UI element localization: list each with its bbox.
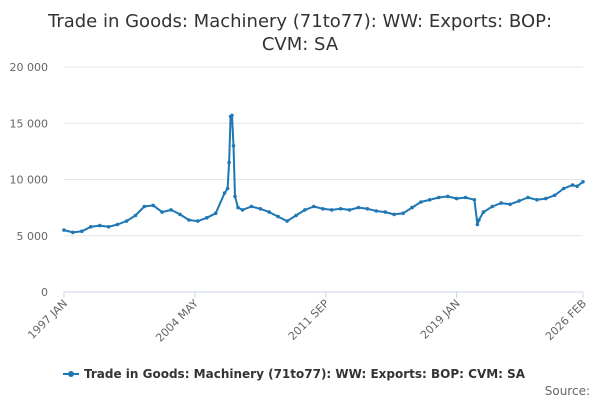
data-point[interactable] bbox=[570, 183, 575, 187]
data-point[interactable] bbox=[222, 191, 227, 195]
y-gridlines bbox=[64, 66, 583, 293]
data-point[interactable] bbox=[71, 230, 75, 235]
data-point[interactable] bbox=[321, 207, 325, 211]
data-point[interactable] bbox=[445, 194, 450, 199]
x-tick-labels: 1997 JAN 2004 MAY 2011 SEP 2019 JAN 2026 FEB bbox=[25, 292, 589, 345]
x-tick-label: 2004 MAY bbox=[153, 297, 201, 345]
data-point[interactable] bbox=[213, 211, 218, 216]
data-point[interactable] bbox=[124, 219, 129, 223]
data-point[interactable] bbox=[133, 213, 138, 218]
data-point[interactable] bbox=[267, 210, 272, 214]
chart-title-line-1: Trade in Goods: Machinery (71to77): WW: … bbox=[47, 11, 552, 32]
data-point[interactable] bbox=[517, 199, 521, 203]
x-tick-label: 2011 SEP bbox=[286, 297, 332, 343]
data-point[interactable] bbox=[80, 229, 84, 234]
y-tick-label: 10 000 bbox=[10, 174, 49, 187]
data-point[interactable] bbox=[115, 222, 120, 227]
data-point[interactable] bbox=[187, 218, 191, 222]
data-point[interactable] bbox=[475, 222, 480, 227]
data-point[interactable] bbox=[552, 193, 557, 198]
y-tick-label: 20 000 bbox=[10, 61, 49, 74]
data-point[interactable] bbox=[508, 202, 512, 207]
data-point[interactable] bbox=[97, 223, 102, 228]
data-point[interactable] bbox=[303, 208, 307, 212]
data-point[interactable] bbox=[401, 211, 405, 216]
data-point[interactable] bbox=[419, 200, 423, 204]
data-point[interactable] bbox=[472, 198, 477, 202]
legend[interactable]: Trade in Goods: Machinery (71to77): WW: … bbox=[63, 367, 526, 381]
data-point[interactable] bbox=[490, 204, 495, 209]
x-tick-label: 2019 JAN bbox=[418, 297, 463, 342]
data-point[interactable] bbox=[575, 184, 579, 189]
data-point[interactable] bbox=[178, 212, 182, 217]
data-point[interactable] bbox=[499, 201, 504, 205]
data-point[interactable] bbox=[392, 212, 396, 217]
data-point[interactable] bbox=[312, 204, 316, 209]
data-point[interactable] bbox=[477, 218, 481, 222]
series-layer bbox=[62, 113, 585, 235]
data-point[interactable] bbox=[225, 186, 230, 191]
data-point[interactable] bbox=[526, 195, 530, 200]
data-point[interactable] bbox=[236, 205, 240, 210]
data-point[interactable] bbox=[544, 196, 548, 201]
data-point[interactable] bbox=[329, 208, 334, 212]
source-label: Source: bbox=[545, 384, 590, 398]
x-tick-label: 1997 JAN bbox=[25, 297, 70, 342]
data-point[interactable] bbox=[294, 213, 298, 218]
y-tick-label: 5 000 bbox=[17, 230, 49, 243]
data-point[interactable] bbox=[230, 113, 234, 118]
data-point[interactable] bbox=[249, 204, 254, 209]
data-point[interactable] bbox=[481, 210, 486, 214]
x-tick-label: 2026 FEB bbox=[543, 297, 589, 343]
data-point[interactable] bbox=[437, 195, 441, 200]
data-point[interactable] bbox=[62, 228, 66, 232]
data-point[interactable] bbox=[258, 207, 263, 211]
data-point[interactable] bbox=[240, 208, 245, 212]
chart-title-line-2: CVM: SA bbox=[262, 34, 339, 55]
data-point[interactable] bbox=[581, 180, 585, 184]
data-point[interactable] bbox=[338, 207, 343, 211]
data-point[interactable] bbox=[535, 198, 539, 202]
data-point[interactable] bbox=[285, 219, 289, 223]
data-point[interactable] bbox=[227, 160, 231, 165]
data-point[interactable] bbox=[383, 210, 388, 214]
data-point[interactable] bbox=[160, 210, 164, 214]
y-tick-label: 0 bbox=[41, 286, 48, 299]
data-point[interactable] bbox=[151, 203, 155, 208]
data-point[interactable] bbox=[463, 195, 468, 200]
data-point[interactable] bbox=[365, 207, 370, 211]
data-point[interactable] bbox=[142, 204, 147, 209]
data-point[interactable] bbox=[410, 205, 414, 210]
y-tick-labels: 0 5 000 10 000 15 000 20 000 bbox=[10, 61, 49, 299]
data-point[interactable] bbox=[233, 194, 237, 199]
legend-label: Trade in Goods: Machinery (71to77): WW: … bbox=[84, 367, 526, 381]
legend-point-marker bbox=[68, 371, 74, 377]
data-point[interactable] bbox=[89, 225, 93, 229]
data-point[interactable] bbox=[356, 205, 361, 210]
data-point[interactable] bbox=[561, 186, 566, 191]
data-point[interactable] bbox=[231, 144, 236, 148]
y-tick-label: 15 000 bbox=[10, 117, 49, 130]
data-point[interactable] bbox=[196, 219, 200, 223]
data-point[interactable] bbox=[428, 198, 432, 202]
data-point[interactable] bbox=[106, 225, 111, 229]
data-point[interactable] bbox=[205, 216, 209, 220]
data-point[interactable] bbox=[347, 208, 352, 212]
data-point[interactable] bbox=[276, 214, 280, 219]
data-point[interactable] bbox=[454, 196, 459, 201]
data-point[interactable] bbox=[169, 208, 173, 212]
data-point[interactable] bbox=[374, 209, 379, 213]
series-line bbox=[63, 114, 584, 234]
